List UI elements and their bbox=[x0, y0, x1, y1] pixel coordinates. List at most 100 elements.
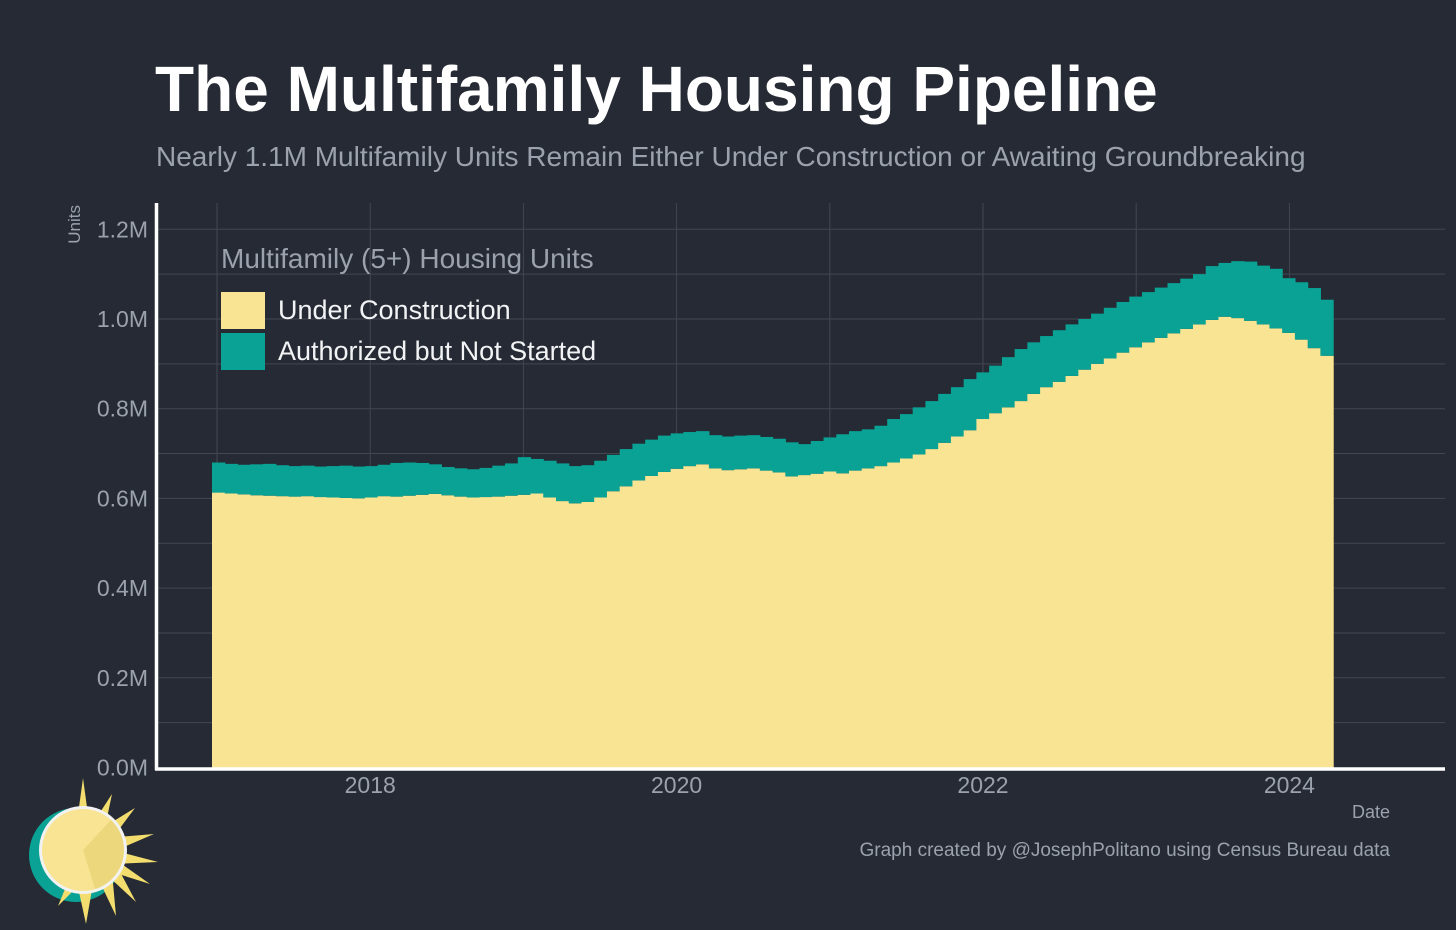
bar-authorized-not-started bbox=[1078, 319, 1092, 370]
y-tick-label: 0.4M bbox=[97, 575, 148, 601]
bar-authorized-not-started bbox=[1231, 261, 1245, 319]
chart-legend: Multifamily (5+) Housing Units Under Con… bbox=[221, 243, 596, 373]
bar-under-construction bbox=[212, 492, 226, 768]
bar-under-construction bbox=[581, 501, 595, 768]
bar-authorized-not-started bbox=[212, 462, 226, 493]
bar-under-construction bbox=[479, 497, 493, 768]
bar-authorized-not-started bbox=[1205, 266, 1220, 320]
bar-authorized-not-started bbox=[785, 442, 799, 477]
legend-title: Multifamily (5+) Housing Units bbox=[221, 243, 594, 274]
bar-authorized-not-started bbox=[1243, 261, 1258, 321]
y-tick-label: 1.2M bbox=[97, 216, 148, 242]
y-tick-label: 1.0M bbox=[97, 306, 148, 332]
bar-under-construction bbox=[772, 472, 786, 768]
bar-under-construction bbox=[1294, 339, 1309, 768]
bar-authorized-not-started bbox=[1052, 330, 1067, 382]
bar-under-construction bbox=[963, 430, 977, 768]
bar-under-construction bbox=[849, 470, 863, 768]
bar-authorized-not-started bbox=[950, 387, 965, 437]
bar-under-construction bbox=[505, 495, 519, 768]
bar-under-construction bbox=[390, 496, 404, 768]
bar-authorized-not-started bbox=[1129, 296, 1143, 348]
bar-under-construction bbox=[1282, 332, 1296, 768]
bar-authorized-not-started bbox=[849, 431, 863, 471]
bar-authorized-not-started bbox=[1294, 282, 1309, 340]
bar-under-construction bbox=[1180, 328, 1194, 768]
bar-under-construction bbox=[606, 491, 621, 768]
bar-authorized-not-started bbox=[301, 465, 315, 497]
bar-under-construction bbox=[708, 468, 723, 768]
bar-authorized-not-started bbox=[1320, 299, 1334, 356]
bar-authorized-not-started bbox=[262, 463, 277, 496]
bar-under-construction bbox=[912, 454, 927, 768]
bar-authorized-not-started bbox=[530, 458, 544, 494]
bar-authorized-not-started bbox=[1192, 274, 1207, 325]
x-tick-label: 2018 bbox=[345, 772, 396, 798]
bar-under-construction bbox=[734, 469, 748, 768]
bar-authorized-not-started bbox=[326, 466, 340, 498]
bar-authorized-not-started bbox=[747, 435, 761, 469]
bar-under-construction bbox=[1167, 333, 1181, 768]
under-construction-swatch bbox=[221, 291, 265, 329]
legend-item-authorized-not-started: Authorized but Not Started bbox=[221, 332, 596, 370]
bar-under-construction bbox=[938, 442, 952, 768]
bar-under-construction bbox=[224, 493, 239, 768]
bar-authorized-not-started bbox=[555, 463, 570, 502]
bar-under-construction bbox=[517, 494, 532, 768]
bar-authorized-not-started bbox=[441, 467, 455, 496]
bar-under-construction bbox=[1218, 316, 1232, 768]
bar-authorized-not-started bbox=[1218, 262, 1232, 317]
bar-under-construction bbox=[1065, 375, 1079, 768]
page-subtitle: Nearly 1.1M Multifamily Units Remain Eit… bbox=[156, 141, 1306, 172]
bar-under-construction bbox=[415, 494, 430, 768]
bar-under-construction bbox=[887, 462, 901, 768]
bar-authorized-not-started bbox=[568, 466, 583, 504]
legend-item-under-construction: Under Construction bbox=[221, 291, 596, 329]
bar-under-construction bbox=[1231, 318, 1245, 768]
bar-under-construction bbox=[594, 497, 608, 768]
bar-authorized-not-started bbox=[823, 437, 837, 472]
bar-authorized-not-started bbox=[899, 414, 914, 459]
bar-under-construction bbox=[1052, 381, 1067, 768]
bar-authorized-not-started bbox=[288, 466, 302, 497]
bar-authorized-not-started bbox=[1269, 268, 1283, 329]
bar-under-construction bbox=[1103, 358, 1118, 768]
bar-under-construction bbox=[1001, 407, 1016, 768]
bar-authorized-not-started bbox=[606, 454, 621, 492]
bar-authorized-not-started bbox=[683, 432, 697, 467]
bar-under-construction bbox=[696, 464, 710, 768]
bar-authorized-not-started bbox=[772, 438, 786, 473]
bar-under-construction bbox=[250, 495, 264, 768]
bar-authorized-not-started bbox=[836, 434, 850, 474]
bar-authorized-not-started bbox=[810, 440, 825, 474]
bar-under-construction bbox=[645, 475, 659, 768]
bar-authorized-not-started bbox=[250, 464, 264, 496]
bar-under-construction bbox=[861, 468, 876, 768]
bar-under-construction bbox=[1256, 324, 1271, 768]
credit-text: Graph created by @JosephPolitano using C… bbox=[859, 840, 1390, 861]
bar-authorized-not-started bbox=[721, 436, 735, 471]
bar-under-construction bbox=[989, 413, 1003, 768]
bar-under-construction bbox=[823, 471, 837, 768]
x-tick-label: 2022 bbox=[957, 772, 1008, 798]
bar-authorized-not-started bbox=[543, 460, 557, 498]
bar-authorized-not-started bbox=[1307, 288, 1321, 349]
bar-authorized-not-started bbox=[415, 462, 430, 495]
bar-authorized-not-started bbox=[428, 464, 442, 494]
bar-authorized-not-started bbox=[505, 463, 519, 496]
bar-under-construction bbox=[1243, 320, 1258, 768]
bar-under-construction bbox=[1205, 319, 1220, 768]
bar-authorized-not-started bbox=[1167, 283, 1181, 334]
bar-authorized-not-started bbox=[479, 467, 493, 498]
bar-authorized-not-started bbox=[657, 435, 672, 472]
bar-authorized-not-started bbox=[1103, 307, 1118, 359]
bar-under-construction bbox=[1014, 401, 1028, 768]
bar-authorized-not-started bbox=[1180, 278, 1194, 329]
y-tick-label: 0.8M bbox=[97, 396, 148, 422]
bar-authorized-not-started bbox=[339, 465, 353, 498]
bar-under-construction bbox=[275, 496, 290, 768]
bar-authorized-not-started bbox=[963, 379, 977, 431]
bar-under-construction bbox=[1192, 324, 1207, 768]
bar-under-construction bbox=[670, 468, 684, 768]
bar-under-construction bbox=[1307, 348, 1321, 768]
